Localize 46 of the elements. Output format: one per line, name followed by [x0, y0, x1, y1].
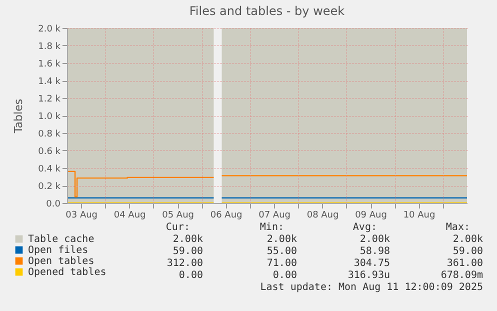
x-tick-label: 03 Aug [66, 210, 98, 220]
text: 71.00 [266, 258, 297, 269]
x-tick-label: 10 Aug [403, 210, 436, 220]
text: 59.00 [452, 246, 483, 257]
y-tick-label: 1.6 k [38, 60, 62, 70]
y-tick-label: 0.2 k [38, 182, 62, 192]
x-tick-label: 08 Aug [306, 210, 339, 220]
y-tick-label: 1.2 k [38, 94, 62, 104]
text: 2.00k [452, 234, 483, 245]
y-tick-label: 1.8 k [38, 42, 62, 52]
text: Last update: Mon Aug 11 12:00:09 2025 [260, 282, 483, 293]
text: Min: [260, 222, 284, 233]
text: Avg: [352, 222, 377, 233]
text: Max: [446, 222, 470, 233]
y-tick-label: 1.0 k [38, 112, 62, 122]
y-tick-label: 0.8 k [38, 130, 62, 140]
y-tick-label: 1.4 k [38, 77, 62, 87]
x-tick-label: 05 Aug [162, 210, 194, 220]
text: Cur: [166, 222, 190, 233]
text: 0.00 [272, 270, 297, 281]
text: 0.00 [178, 270, 203, 281]
text: 304.75 [354, 258, 390, 269]
text: 55.00 [266, 246, 297, 257]
y-tick-label: 0.0 [46, 200, 61, 210]
legend-label: Open files [28, 245, 88, 256]
legend-label: Opened tables [28, 267, 106, 278]
legend-label: Table cache [28, 234, 94, 245]
legend-label: Open tables [28, 256, 94, 267]
text: 59.00 [172, 246, 203, 257]
text: 312.00 [166, 258, 203, 269]
x-tick-label: 09 Aug [355, 210, 387, 220]
text: 678.09m [440, 270, 483, 281]
y-tick-label: 2.0 k [38, 24, 62, 34]
text: 316.93u [348, 270, 390, 281]
text: 361.00 [446, 258, 483, 269]
x-tick-label: 06 Aug [210, 210, 242, 220]
x-tick-label: 07 Aug [258, 210, 290, 220]
y-axis-title: Tables [12, 98, 26, 134]
x-tick-label: 04 Aug [114, 210, 146, 220]
chart-title: Files and tables - by week [189, 4, 345, 18]
text: 58.98 [360, 246, 390, 257]
y-tick-label: 0.6 k [38, 147, 62, 157]
text: 2.00k [172, 234, 203, 245]
text: 2.00k [266, 234, 297, 245]
y-tick-label: 0.4 k [38, 164, 62, 174]
text: 2.00k [360, 234, 390, 245]
